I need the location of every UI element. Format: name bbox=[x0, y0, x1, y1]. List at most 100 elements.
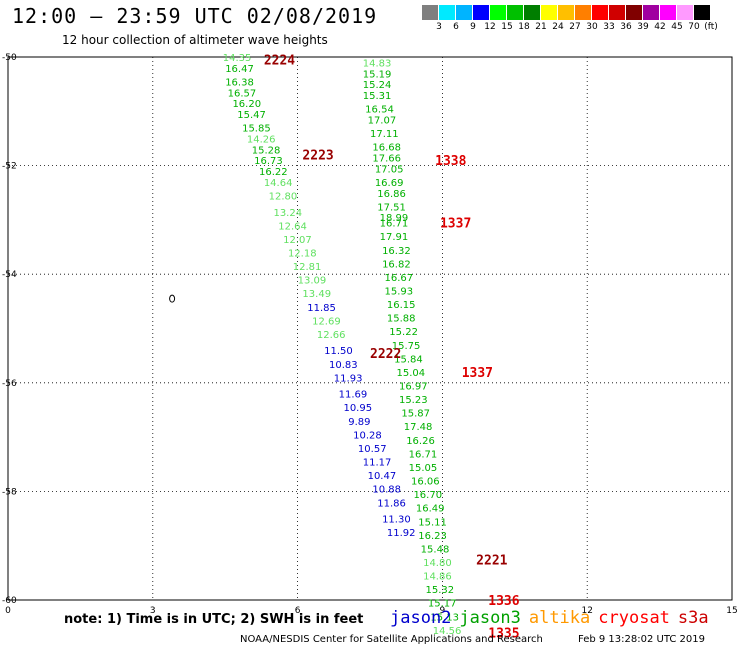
wave-height-value: 16.32 bbox=[382, 246, 411, 257]
wave-height-value: 16.23 bbox=[418, 531, 447, 542]
wave-height-value: 16.54 bbox=[365, 105, 394, 116]
wave-height-value: 16.68 bbox=[372, 143, 401, 154]
wave-height-value: 15.88 bbox=[387, 314, 416, 325]
page-subtitle: 12 hour collection of altimeter wave hei… bbox=[62, 33, 328, 47]
wave-height-value: 9.89 bbox=[348, 417, 370, 428]
wave-height-value: 11.17 bbox=[363, 458, 392, 469]
wave-height-value: 16.20 bbox=[232, 99, 261, 110]
footer-note: note: 1) Time is in UTC; 2) SWH is in fe… bbox=[64, 612, 364, 627]
wave-height-value: 11.92 bbox=[387, 528, 416, 539]
wave-height-value: 16.70 bbox=[413, 490, 442, 501]
legend-swatch bbox=[558, 5, 575, 20]
wave-height-value: 18.99 bbox=[380, 213, 409, 224]
orbit-number-label: 2221 bbox=[476, 553, 507, 568]
satellite-legend-jason2: jason2 bbox=[390, 608, 452, 628]
wave-height-value: 14.86 bbox=[423, 572, 452, 583]
wave-height-value: 15.04 bbox=[397, 368, 426, 379]
wave-height-value: 12.81 bbox=[293, 262, 322, 273]
wave-height-value: 17.07 bbox=[368, 115, 397, 126]
x-tick-label: 3 bbox=[150, 606, 156, 616]
wave-height-value: 15.13 bbox=[430, 612, 459, 623]
legend-label: 36 bbox=[620, 22, 632, 32]
wave-height-value: 16.22 bbox=[259, 167, 288, 178]
wave-height-value: 11.86 bbox=[377, 498, 406, 509]
legend-label: 24 bbox=[552, 22, 564, 32]
wave-height-value: 13.09 bbox=[298, 276, 327, 287]
legend-swatch bbox=[660, 5, 677, 20]
legend-label: 39 bbox=[637, 22, 649, 32]
satellite-legend-s3a: s3a bbox=[677, 608, 709, 628]
wave-height-value: 11.30 bbox=[382, 515, 411, 526]
legend-label: 15 bbox=[501, 22, 513, 32]
wave-height-value: 10.95 bbox=[343, 403, 372, 414]
legend-label: 33 bbox=[603, 22, 615, 32]
x-tick-label: 12 bbox=[581, 606, 592, 616]
wave-height-value: 17.11 bbox=[370, 129, 399, 140]
x-tick-label: 9 bbox=[440, 606, 446, 616]
wave-height-value: 16.97 bbox=[399, 382, 428, 393]
satellite-legend-jason3: jason3 bbox=[459, 608, 521, 628]
legend-label: 45 bbox=[671, 22, 683, 32]
wave-height-value: 11.85 bbox=[307, 303, 336, 314]
wave-height-value: 16.38 bbox=[225, 77, 254, 88]
legend-swatch bbox=[575, 5, 592, 20]
credit-line: NOAA/NESDIS Center for Satellite Applica… bbox=[240, 634, 543, 645]
wave-height-value: 15.48 bbox=[421, 544, 450, 555]
orbit-number-label: 1337 bbox=[462, 366, 493, 381]
orbit-number-label: 1335 bbox=[488, 627, 519, 642]
wave-height-value: 11.69 bbox=[339, 390, 368, 401]
legend-swatch bbox=[422, 5, 439, 20]
wave-height-value: 17.48 bbox=[404, 422, 433, 433]
wave-height-value: 11.50 bbox=[324, 346, 353, 357]
legend-label: 6 bbox=[453, 22, 459, 32]
wave-height-value: 16.26 bbox=[406, 436, 435, 447]
legend-label: 9 bbox=[470, 22, 476, 32]
wave-height-value: 15.24 bbox=[363, 80, 392, 91]
legend-label: 30 bbox=[586, 22, 598, 32]
satellite-legend: jason2 jason3 altika cryosat s3a bbox=[390, 608, 717, 628]
wave-height-value: 16.73 bbox=[254, 156, 283, 167]
wave-height-value: 11.93 bbox=[334, 373, 363, 384]
page-title: 12:00 – 23:59 UTC 02/08/2019 bbox=[12, 4, 378, 28]
orbit-number-label: 2224 bbox=[264, 54, 295, 69]
legend-label: 42 bbox=[654, 22, 666, 32]
legend-swatch bbox=[473, 5, 490, 20]
legend-swatch bbox=[456, 5, 473, 20]
wave-height-value: 15.19 bbox=[363, 69, 392, 80]
orbit-labels: 2224 2223 1338 1337 2222 1337 2221 1336 1335 bbox=[264, 54, 520, 642]
generated-timestamp: Feb 9 13:28:02 UTC 2019 bbox=[578, 634, 705, 645]
wave-height-value: 15.93 bbox=[384, 286, 413, 297]
wave-height-value: 15.85 bbox=[242, 124, 271, 135]
y-tick-label: -52 bbox=[2, 162, 17, 172]
island-marker-group bbox=[169, 294, 176, 303]
orbit-number-label: 1336 bbox=[488, 594, 519, 609]
wave-height-value: 13.24 bbox=[273, 208, 302, 219]
wave-height-value: 16.82 bbox=[382, 259, 411, 270]
y-tick-label: -56 bbox=[2, 379, 17, 389]
wave-height-value: 15.17 bbox=[428, 599, 457, 610]
wave-height-value: 16.86 bbox=[377, 189, 406, 200]
island-marker bbox=[169, 294, 176, 303]
map-frame bbox=[7, 56, 733, 601]
color-scale-labels: 3 6 9 12 15 18 21 24 27 30 33 36 39 42 45 70 (ft) bbox=[422, 20, 740, 34]
wave-height-value: 12.64 bbox=[278, 221, 307, 232]
legend-swatch bbox=[609, 5, 626, 20]
legend-swatch bbox=[694, 5, 711, 20]
wave-height-value: 17.66 bbox=[372, 153, 401, 164]
wave-height-value: 15.31 bbox=[363, 91, 392, 102]
legend-label: 21 bbox=[535, 22, 547, 32]
wave-height-value: 12.18 bbox=[288, 248, 317, 259]
legend-swatch bbox=[524, 5, 541, 20]
wave-height-value: 16.57 bbox=[228, 88, 257, 99]
legend-swatch bbox=[490, 5, 507, 20]
wave-height-value: 12.69 bbox=[312, 316, 341, 327]
legend-label: 12 bbox=[484, 22, 496, 32]
wave-height-value: 14.35 bbox=[223, 53, 252, 64]
wave-height-value: 15.32 bbox=[426, 585, 455, 596]
x-tick-label: 15 bbox=[726, 606, 737, 616]
wave-height-value: 16.47 bbox=[225, 64, 254, 75]
wave-height-value: 15.47 bbox=[237, 110, 266, 121]
orbit-number-label: 2223 bbox=[302, 149, 333, 164]
